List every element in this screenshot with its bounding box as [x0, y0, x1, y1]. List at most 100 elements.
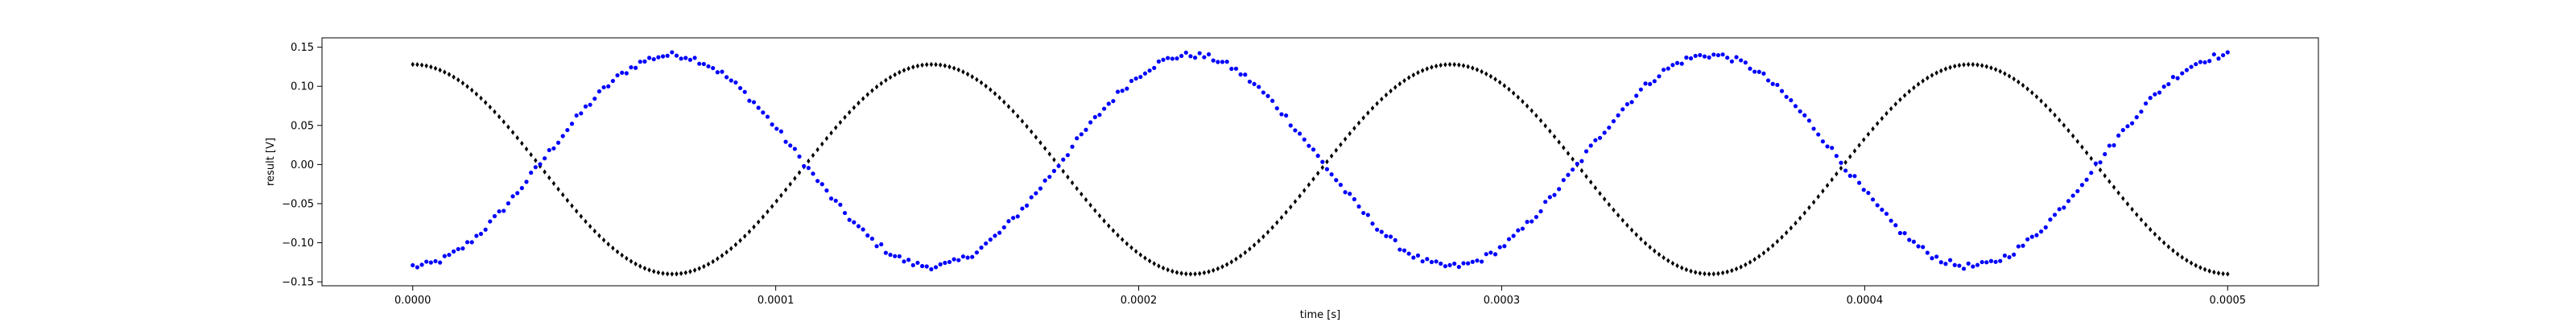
- data-point: [1629, 100, 1634, 105]
- data-point: [2089, 155, 2093, 162]
- data-point: [1261, 233, 1265, 240]
- data-point: [2025, 237, 2030, 242]
- data-point: [1270, 98, 1275, 103]
- data-point: [1861, 188, 1866, 192]
- data-point: [1707, 55, 1711, 60]
- data-point: [1784, 229, 1789, 236]
- data-point: [2125, 201, 2130, 207]
- data-point: [1339, 142, 1343, 147]
- data-point: [488, 219, 493, 224]
- data-point: [715, 70, 720, 75]
- data-point: [433, 65, 438, 72]
- data-point: [665, 53, 670, 58]
- data-point: [2039, 98, 2043, 104]
- data-point: [1579, 159, 1584, 163]
- data-point: [1466, 261, 1471, 266]
- data-point: [1761, 71, 1766, 76]
- data-point: [1224, 262, 1229, 267]
- data-point: [2157, 90, 2162, 95]
- data-point: [920, 62, 924, 68]
- data-point: [761, 110, 766, 115]
- data-point: [1739, 264, 1743, 270]
- data-point: [1233, 66, 1239, 71]
- data-point: [1034, 134, 1038, 140]
- data-point: [1111, 98, 1116, 104]
- data-point: [947, 64, 952, 70]
- data-point: [606, 242, 610, 247]
- data-point: [2189, 64, 2194, 69]
- data-point: [1238, 253, 1243, 259]
- data-point: [824, 135, 829, 142]
- data-point: [970, 74, 974, 80]
- data-point: [1447, 61, 1452, 68]
- data-point: [1530, 108, 1534, 114]
- data-point: [1775, 82, 1780, 88]
- data-point: [742, 89, 747, 94]
- data-point: [924, 62, 929, 68]
- data-point: [1216, 266, 1220, 271]
- data-point: [724, 250, 729, 255]
- data-point: [1934, 70, 1938, 76]
- data-point: [697, 61, 702, 66]
- data-point: [583, 104, 588, 109]
- data-point: [1457, 62, 1461, 68]
- data-point: [1375, 101, 1379, 106]
- data-point: [1998, 68, 2002, 74]
- data-point: [711, 258, 715, 265]
- data-point: [1497, 245, 1502, 250]
- data-point: [1352, 196, 1356, 202]
- data-point: [1547, 195, 1552, 200]
- data-point: [629, 65, 634, 70]
- data-point: [1174, 56, 1179, 61]
- data-point: [1234, 256, 1238, 262]
- data-point: [2021, 243, 2025, 248]
- data-point: [915, 63, 920, 69]
- data-point: [1871, 126, 1875, 132]
- data-point: [1662, 68, 1666, 72]
- data-point: [697, 266, 701, 271]
- data-point: [1216, 60, 1220, 64]
- data-point: [1784, 94, 1789, 99]
- data-point: [565, 197, 570, 204]
- data-point: [1261, 90, 1265, 95]
- data-point: [1011, 109, 1015, 114]
- data-point: [1666, 258, 1670, 263]
- data-point: [733, 80, 738, 85]
- data-point: [833, 198, 838, 203]
- data-point: [1593, 185, 1598, 191]
- data-point: [670, 271, 675, 277]
- data-point: [1161, 265, 1166, 271]
- data-point: [2207, 268, 2211, 274]
- data-point: [2225, 50, 2230, 55]
- data-point: [1679, 61, 1684, 66]
- data-point: [929, 61, 934, 68]
- data-point: [1538, 208, 1543, 214]
- data-point: [474, 233, 479, 238]
- data-point: [2029, 234, 2034, 239]
- data-point: [2125, 124, 2130, 129]
- data-point: [488, 104, 493, 110]
- data-point: [656, 270, 661, 275]
- data-point: [2070, 133, 2075, 139]
- data-point: [1307, 143, 1311, 148]
- data-point: [1811, 126, 1816, 131]
- data-point: [638, 263, 642, 269]
- data-point: [692, 56, 697, 60]
- data-point: [1789, 225, 1794, 231]
- data-point: [1703, 270, 1707, 277]
- data-point: [838, 119, 843, 126]
- data-point: [1084, 127, 1088, 132]
- data-point: [1302, 137, 1307, 142]
- data-point: [2171, 248, 2175, 254]
- data-point: [2116, 133, 2121, 138]
- data-point: [1493, 76, 1497, 82]
- data-point: [893, 72, 897, 78]
- data-point: [1001, 225, 1006, 230]
- data-point: [1638, 87, 1643, 92]
- data-point: [1293, 199, 1298, 204]
- data-point: [879, 80, 883, 86]
- data-point: [656, 55, 661, 60]
- data-point: [1343, 136, 1348, 142]
- data-point: [1061, 157, 1066, 162]
- data-point: [1411, 72, 1416, 78]
